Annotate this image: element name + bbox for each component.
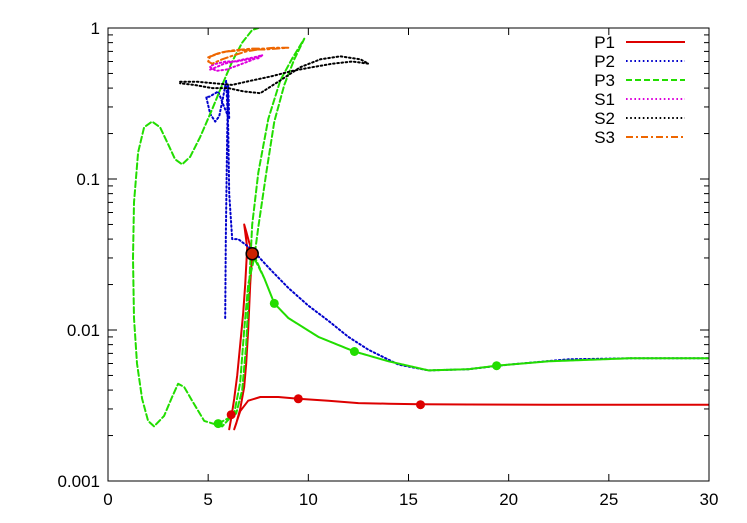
highlight-point xyxy=(245,246,259,261)
data-point-p3 xyxy=(492,361,502,371)
series-line-p2 xyxy=(205,79,709,372)
legend-label-s1: S1 xyxy=(594,90,615,109)
series-line-s1 xyxy=(209,54,264,72)
data-point-p3 xyxy=(349,347,359,356)
marker-layer xyxy=(213,246,502,429)
data-point-p3 xyxy=(269,298,279,308)
y-tick-label: 0.01 xyxy=(67,321,100,340)
x-tick-label: 10 xyxy=(299,490,318,509)
data-point-p1 xyxy=(293,394,303,404)
x-tick-label: 0 xyxy=(103,490,112,509)
series-layer xyxy=(132,28,709,431)
series-line-p3 xyxy=(132,28,709,428)
series-line-s2 xyxy=(179,55,370,95)
legend-label-s2: S2 xyxy=(594,109,615,128)
data-point-p1 xyxy=(416,400,425,410)
x-tick-label: 25 xyxy=(599,490,618,509)
x-tick-label: 15 xyxy=(399,490,418,509)
y-tick-label: 0.001 xyxy=(57,472,100,491)
x-tick-label: 5 xyxy=(203,490,212,509)
plot-frame xyxy=(107,27,710,482)
x-tick-label: 20 xyxy=(499,490,518,509)
series-line-p1 xyxy=(228,223,709,431)
y-tick-label: 0.1 xyxy=(76,170,100,189)
axis-layer: 0 5 10 15 20 25 30 0.001 0.01 0.1 1 xyxy=(57,19,718,509)
legend-label-p1: P1 xyxy=(594,33,615,52)
series-line-s3 xyxy=(207,46,290,65)
data-point-p3 xyxy=(213,419,223,429)
x-tick-label: 30 xyxy=(700,490,719,509)
legend-label-p3: P3 xyxy=(594,71,615,90)
legend-label-s3: S3 xyxy=(594,128,615,147)
legend-label-p2: P2 xyxy=(594,52,615,71)
data-point-p1 xyxy=(226,410,236,420)
y-tick-label: 1 xyxy=(91,19,100,38)
